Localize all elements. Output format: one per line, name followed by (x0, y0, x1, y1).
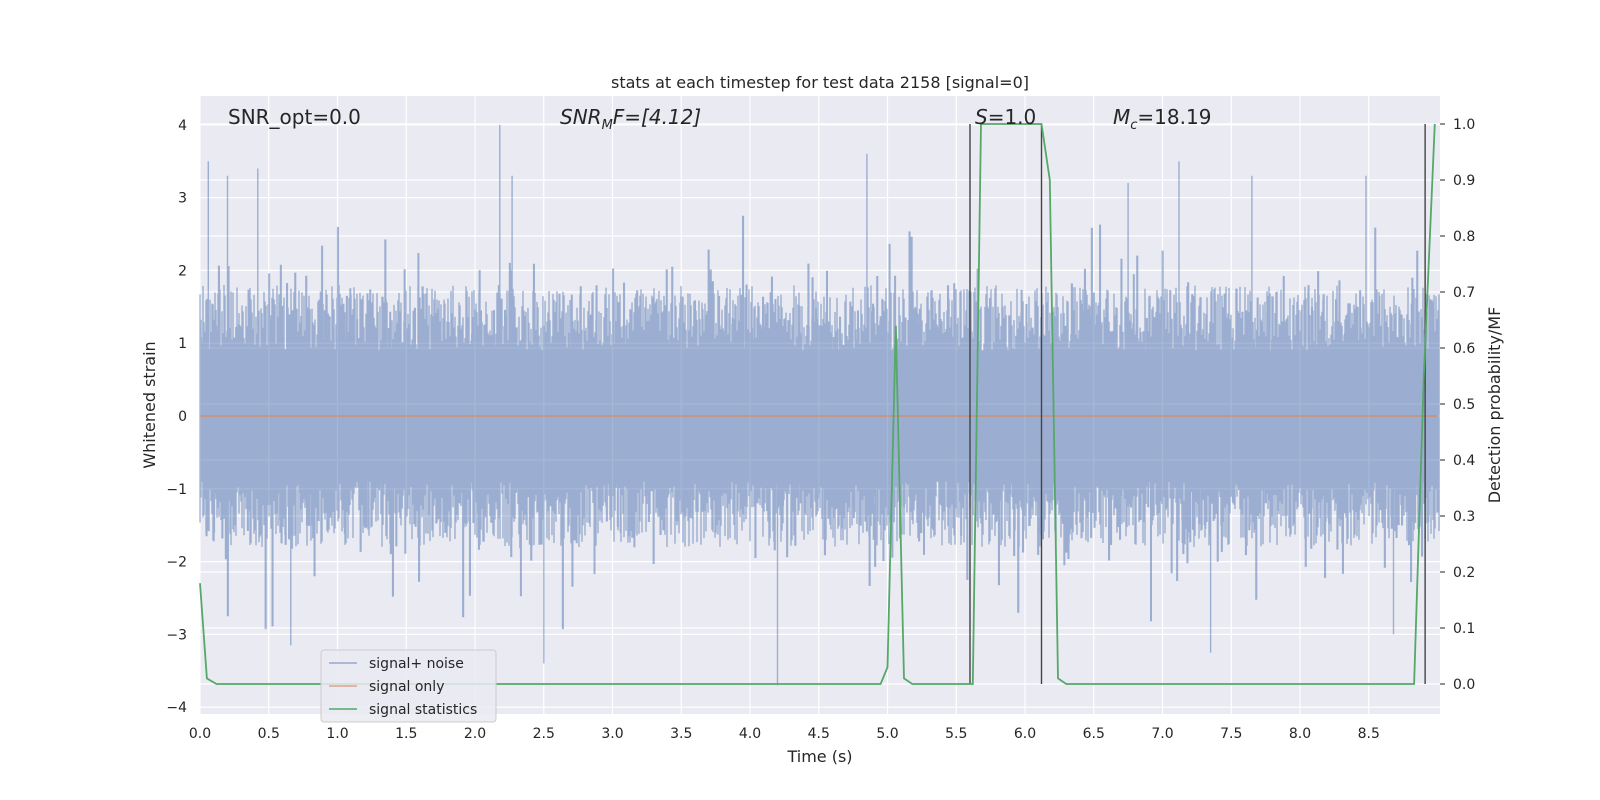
signal-statistics-line (199, 123, 1436, 685)
y-tick-label: −2 (166, 555, 187, 571)
vertical-markers (969, 124, 1426, 684)
y2-tick-label: 0.8 (1453, 229, 1475, 245)
snr-mf-italic: SNR (560, 105, 602, 129)
mc-italic: M (1113, 105, 1130, 129)
y2-tick-label: 0.6 (1453, 341, 1475, 357)
mc-rest: =18.19 (1137, 105, 1211, 129)
legend-label-noise: signal+ noise (369, 656, 464, 672)
y2-tick-label: 0.9 (1453, 173, 1475, 189)
snr-mf-rest: F=[4.12] (613, 105, 701, 129)
mc-subscript: c (1130, 118, 1137, 133)
x-tick-label: 8.5 (1358, 726, 1380, 742)
x-tick-label: 8.0 (1289, 726, 1311, 742)
signal-statistics-series (199, 123, 1436, 685)
legend-label-stats: signal statistics (369, 702, 477, 718)
legend-label-signal: signal only (369, 679, 444, 695)
legend-box (320, 649, 497, 723)
chart-title: stats at each timestep for test data 215… (611, 73, 1029, 92)
y-axis-ticks: 4 3 2 1 0 −1 −2 −3 −4 (166, 118, 187, 716)
x-tick-label: 0.0 (189, 726, 211, 742)
y-tick-label: −3 (166, 627, 187, 643)
x-tick-label: 2.0 (464, 726, 486, 742)
y2-tick-label: 0.2 (1453, 565, 1475, 581)
x-tick-label: 1.0 (326, 726, 348, 742)
x-tick-label: 0.5 (258, 726, 280, 742)
x-tick-label: 3.5 (670, 726, 692, 742)
x-axis-ticks: 0.0 0.5 1.0 1.5 2.0 2.5 3.0 3.5 4.0 4.5 5.0 5.5 6.0 6… (189, 726, 1380, 742)
annotation-s: S=1.0 (975, 105, 1036, 129)
y-tick-label: 2 (178, 263, 187, 279)
snr-mf-subscript: M (602, 118, 613, 133)
y2-axis-ticks: 1.0 0.9 0.8 0.7 0.6 0.5 0.4 0.3 0.2 0.1 0.0 (1440, 117, 1475, 693)
s-rest: =1.0 (988, 105, 1037, 129)
x-tick-label: 7.0 (1151, 726, 1173, 742)
x-tick-label: 5.0 (876, 726, 898, 742)
x-tick-label: 1.5 (395, 726, 417, 742)
x-tick-label: 6.0 (1014, 726, 1036, 742)
y2-tick-label: 0.1 (1453, 621, 1475, 637)
y-tick-label: 4 (178, 118, 187, 134)
x-tick-label: 3.0 (601, 726, 623, 742)
y-axis-label: Whitened strain (140, 341, 159, 468)
x-tick-label: 6.5 (1083, 726, 1105, 742)
y2-tick-label: 0.5 (1453, 397, 1475, 413)
annotation-snr-mf: SNRMF=[4.12] (560, 105, 701, 133)
x-tick-label: 2.5 (533, 726, 555, 742)
x-tick-label: 4.5 (808, 726, 830, 742)
x-tick-label: 5.5 (945, 726, 967, 742)
annotation-snr-opt: SNR_opt=0.0 (228, 105, 361, 129)
x-tick-label: 7.5 (1220, 726, 1242, 742)
y2-tick-label: 0.7 (1453, 285, 1475, 301)
x-axis-label: Time (s) (786, 747, 852, 766)
legend: signal+ noise signal only signal statist… (320, 649, 497, 723)
y-tick-label: −4 (166, 700, 187, 716)
y2-tick-label: 0.4 (1453, 453, 1475, 469)
y-tick-label: 3 (178, 191, 187, 207)
y2-tick-label: 0.0 (1453, 677, 1475, 693)
y2-tick-label: 0.3 (1453, 509, 1475, 525)
annotation-mc: Mc=18.19 (1113, 105, 1211, 133)
y-tick-label: 0 (178, 409, 187, 425)
y-tick-label: 1 (178, 336, 187, 352)
y-tick-label: −1 (166, 482, 187, 498)
x-tick-label: 4.0 (739, 726, 761, 742)
y2-tick-label: 1.0 (1453, 117, 1475, 133)
y2-axis-label: Detection probability/MF (1485, 307, 1504, 504)
s-italic: S (975, 105, 988, 129)
